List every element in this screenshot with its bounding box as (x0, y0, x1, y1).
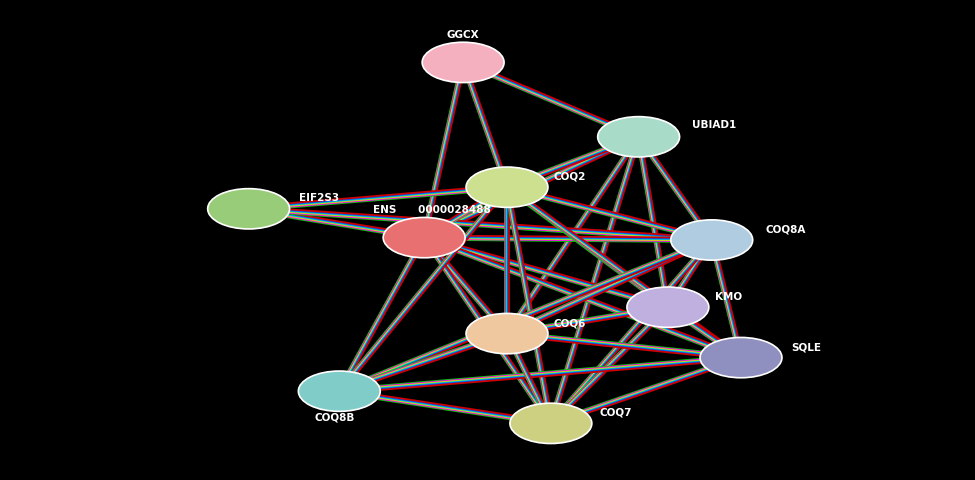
Circle shape (598, 117, 680, 157)
Text: COQ6: COQ6 (554, 318, 586, 328)
Text: ENS      0000028488: ENS 0000028488 (373, 205, 491, 215)
Text: GGCX: GGCX (447, 30, 480, 39)
Circle shape (510, 403, 592, 444)
Text: SQLE: SQLE (792, 342, 822, 352)
Circle shape (466, 167, 548, 207)
Circle shape (383, 217, 465, 258)
Text: COQ7: COQ7 (600, 408, 632, 418)
Circle shape (208, 189, 290, 229)
Circle shape (627, 287, 709, 327)
Circle shape (298, 371, 380, 411)
Text: EIF2S3: EIF2S3 (299, 193, 339, 203)
Circle shape (422, 42, 504, 83)
Circle shape (700, 337, 782, 378)
Text: COQ8B: COQ8B (314, 413, 355, 422)
Text: KMO: KMO (715, 292, 742, 301)
Circle shape (671, 220, 753, 260)
Circle shape (466, 313, 548, 354)
Text: COQ8A: COQ8A (765, 225, 805, 234)
Text: UBIAD1: UBIAD1 (692, 120, 736, 130)
Text: COQ2: COQ2 (554, 172, 586, 181)
